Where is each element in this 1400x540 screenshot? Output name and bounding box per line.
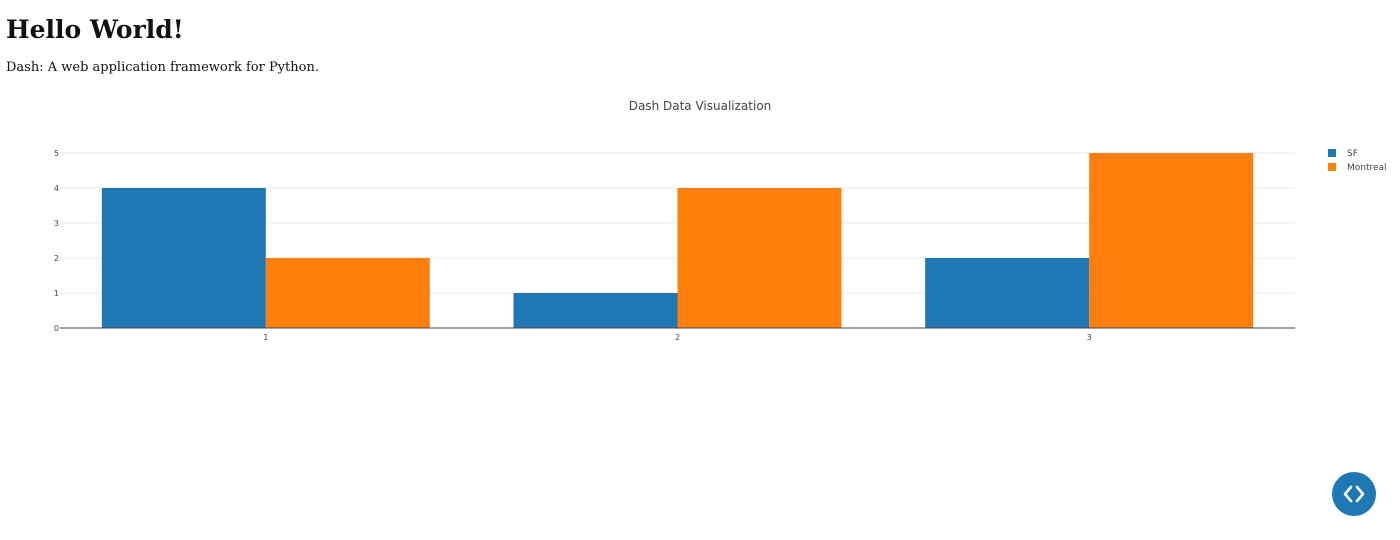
y-tick-label: 5: [54, 149, 59, 158]
bar-sf-1[interactable]: [101, 188, 266, 328]
x-tick-label: 1: [263, 333, 268, 342]
y-tick-label: 0: [54, 324, 59, 333]
y-tick-label: 4: [54, 184, 59, 193]
bar-montreal-3[interactable]: [1089, 153, 1254, 328]
page-title: Hello World!: [6, 15, 184, 44]
code-icon: [1343, 485, 1365, 503]
bar-montreal-2[interactable]: [677, 188, 842, 328]
bar-sf-2[interactable]: [513, 293, 678, 328]
y-tick-label: 2: [54, 254, 59, 263]
y-tick-label: 3: [54, 219, 59, 228]
x-tick-label: 3: [1087, 333, 1092, 342]
legend[interactable]: SF Montreal: [1328, 149, 1387, 173]
chart-title: Dash Data Visualization: [629, 99, 772, 113]
legend-swatch: [1328, 163, 1336, 171]
x-tick-label: 2: [675, 333, 680, 342]
bar-montreal-1[interactable]: [265, 258, 430, 328]
legend-item-sf[interactable]: SF: [1328, 149, 1358, 159]
axes: 0 1 2 3 4 5 1 2 3: [54, 149, 1295, 342]
bar-chart: Dash Data Visualization 0 1 2 3 4 5 1 2 3 SF Mont…: [54, 99, 1387, 342]
page-subtitle: Dash: A web application framework for Py…: [6, 60, 319, 75]
legend-item-montreal[interactable]: Montreal: [1328, 163, 1387, 173]
legend-swatch: [1328, 149, 1336, 157]
code-toggle-button[interactable]: [1332, 472, 1376, 516]
legend-label: Montreal: [1347, 163, 1387, 173]
y-tick-label: 1: [54, 289, 59, 298]
bar-sf-3[interactable]: [925, 258, 1090, 328]
legend-label: SF: [1347, 149, 1358, 159]
bars: [101, 153, 1254, 328]
